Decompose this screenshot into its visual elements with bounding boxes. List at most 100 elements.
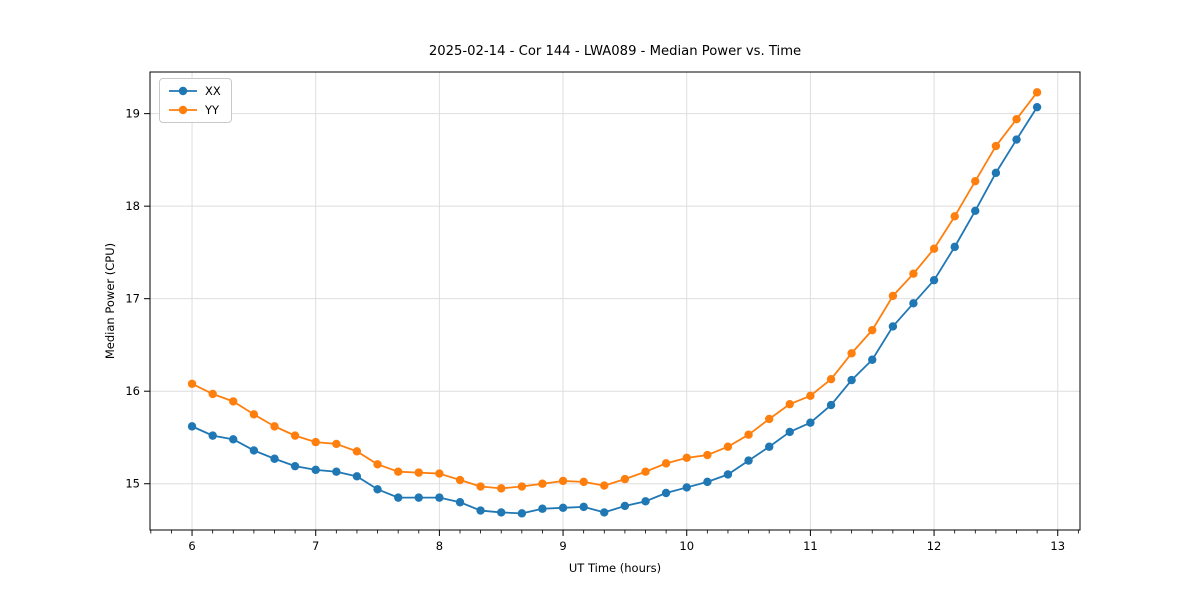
y-tick-label: 15 (125, 477, 140, 491)
data-point-xx (785, 427, 794, 437)
x-tick-label: 12 (927, 539, 942, 553)
data-point-yy (249, 410, 259, 419)
data-point-yy (1032, 88, 1042, 97)
data-point-xx (765, 442, 774, 451)
data-point-xx (806, 418, 815, 427)
data-point-yy (888, 291, 898, 301)
data-point-yy (868, 325, 877, 335)
data-point-xx (929, 275, 939, 285)
data-point-xx (414, 493, 423, 502)
x-axis-label: UT Time (hours) (568, 561, 662, 575)
data-point-yy (765, 414, 774, 424)
data-point-xx (208, 431, 217, 440)
data-point-yy (229, 397, 238, 406)
data-point-yy (929, 244, 939, 253)
data-point-xx (229, 435, 238, 444)
data-point-yy (620, 474, 630, 484)
data-point-xx (435, 493, 444, 502)
data-point-yy (744, 430, 753, 439)
legend-item-yy: YY (168, 103, 221, 117)
data-point-yy (806, 391, 815, 401)
legend-item-xx: XX (168, 84, 221, 98)
y-tick-label: 16 (125, 384, 140, 398)
x-tick-label: 7 (312, 539, 319, 553)
data-point-xx (723, 470, 733, 479)
data-point-yy (1012, 114, 1021, 124)
data-point-xx (187, 422, 197, 431)
x-tick-label: 6 (188, 539, 195, 553)
data-point-yy (847, 349, 856, 358)
data-point-yy (270, 422, 279, 431)
data-point-xx (249, 446, 259, 455)
chart-title: 2025-02-14 - Cor 144 - LWA089 - Median P… (428, 44, 802, 59)
data-point-xx (826, 400, 836, 410)
data-point-xx (517, 509, 527, 518)
data-point-xx (455, 498, 465, 507)
data-point-yy (290, 431, 300, 440)
data-point-xx (270, 454, 279, 463)
data-point-yy (682, 453, 691, 463)
data-point-yy (641, 467, 650, 476)
data-point-xx (888, 322, 898, 331)
data-point-yy (950, 212, 959, 221)
data-point-xx (868, 355, 877, 364)
data-point-yy (538, 479, 547, 488)
data-point-yy (455, 475, 465, 485)
plot-border (149, 71, 1081, 531)
data-point-xx (579, 502, 588, 512)
x-tick-label: 11 (803, 539, 818, 553)
data-point-yy (476, 482, 485, 491)
y-tick-label: 19 (125, 107, 140, 121)
x-tick-label: 10 (679, 539, 694, 553)
data-point-xx (991, 168, 1001, 178)
data-point-xx (971, 206, 980, 215)
data-point-xx (497, 508, 506, 517)
data-point-yy (394, 467, 403, 476)
data-point-xx (332, 467, 341, 476)
data-point-yy (497, 484, 506, 493)
data-point-yy (208, 389, 217, 399)
data-point-xx (950, 242, 959, 252)
data-point-yy (723, 442, 733, 451)
y-tick-label: 18 (125, 199, 140, 213)
y-axis-label: Median Power (CPU) (103, 242, 117, 360)
data-point-yy (517, 482, 527, 491)
data-point-xx (476, 506, 485, 515)
data-point-xx (847, 375, 856, 385)
data-point-yy (373, 460, 382, 469)
data-point-yy (600, 481, 609, 490)
data-point-yy (435, 469, 444, 478)
legend: XX YY (159, 78, 232, 123)
data-point-xx (744, 456, 753, 465)
data-point-xx (373, 485, 382, 494)
legend-line-sample-xx (169, 86, 197, 96)
data-point-xx (641, 497, 650, 506)
data-point-yy (332, 439, 341, 449)
data-point-xx (661, 488, 671, 498)
data-point-yy (352, 447, 362, 456)
data-point-xx (1032, 102, 1042, 112)
data-point-xx (538, 504, 547, 513)
data-point-xx (311, 465, 320, 475)
y-tick-label: 17 (125, 292, 140, 306)
x-tick-label: 13 (1050, 539, 1065, 553)
data-point-xx (703, 477, 712, 487)
data-point-xx (352, 472, 362, 481)
data-point-yy (661, 459, 671, 468)
data-point-yy (703, 450, 712, 460)
data-point-xx (558, 503, 568, 512)
data-point-xx (1012, 135, 1021, 144)
data-point-yy (558, 476, 568, 486)
data-point-xx (909, 299, 918, 308)
data-point-yy (785, 399, 794, 409)
data-point-yy (991, 141, 1001, 151)
data-point-yy (311, 437, 320, 447)
data-point-yy (414, 468, 423, 477)
data-point-yy (579, 477, 588, 487)
data-point-xx (682, 483, 691, 492)
legend-label-yy: YY (205, 103, 220, 117)
data-point-xx (290, 461, 300, 471)
data-point-yy (187, 379, 197, 389)
